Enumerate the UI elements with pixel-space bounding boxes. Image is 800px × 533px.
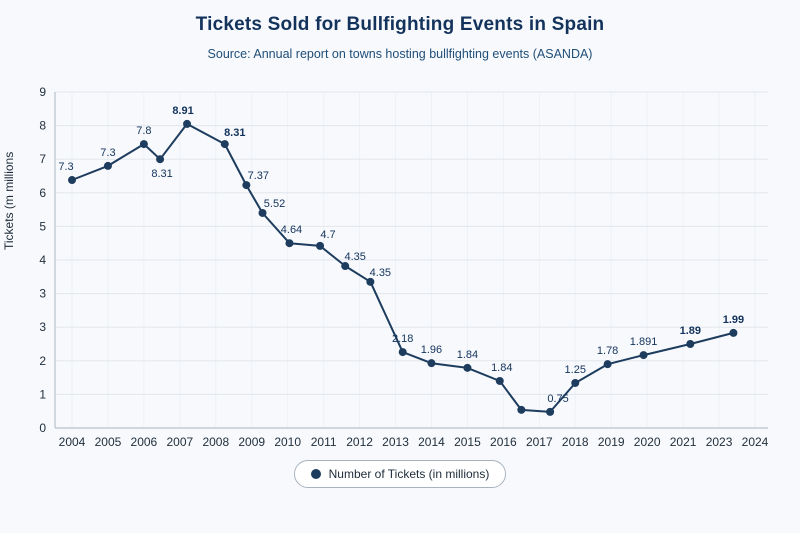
y-tick-label: 0: [39, 421, 46, 435]
data-point-label: 7.3: [58, 161, 73, 173]
data-point: [242, 181, 251, 190]
x-tick-label: 2016: [490, 435, 517, 449]
data-point-label: 8.31: [151, 168, 172, 180]
legend-label: Number of Tickets (in millions): [328, 467, 490, 481]
x-tick-label: 2011: [311, 435, 337, 449]
x-tick-label: 2021: [670, 435, 697, 449]
x-tick-label: 2013: [382, 435, 409, 449]
data-point: [139, 140, 148, 149]
y-tick-label: 3: [39, 320, 46, 334]
data-point-label: 7.3: [100, 147, 115, 159]
y-tick-label: 3: [39, 287, 46, 301]
data-point-label: 1.78: [597, 345, 618, 357]
y-tick-label: 6: [39, 186, 46, 200]
x-tick-label: 2024: [742, 435, 769, 449]
legend: Number of Tickets (in millions): [0, 460, 800, 488]
data-point-label: 0.75: [547, 393, 568, 405]
x-tick-label: 2009: [238, 435, 265, 449]
data-point: [729, 328, 738, 337]
series-line: [71, 122, 735, 413]
y-tick-label: 7: [39, 152, 46, 166]
legend-dot-icon: [310, 469, 321, 479]
x-tick-label: 2006: [131, 435, 158, 449]
data-point: [258, 208, 267, 217]
data-point-label: 1.84: [457, 349, 478, 361]
data-point-label: 4.64: [281, 224, 302, 236]
data-point: [398, 348, 407, 357]
x-tick-label: 2019: [598, 435, 625, 449]
data-point-label: 4.35: [370, 267, 391, 279]
y-tick-label: 1: [39, 387, 46, 401]
data-point-label: 2.18: [392, 333, 413, 345]
data-point-label: 4.7: [320, 229, 335, 241]
x-tick-label: 2018: [562, 435, 589, 449]
y-tick-label: 9: [39, 85, 46, 99]
data-point-label: 8.91: [172, 105, 193, 117]
x-tick-label: 2014: [418, 435, 445, 449]
x-tick-label: 2008: [202, 435, 229, 449]
data-point: [495, 376, 504, 385]
data-point: [341, 262, 350, 271]
data-point-label: 4.35: [344, 251, 365, 263]
y-tick-label: 2: [39, 354, 46, 368]
data-point-label: 1.99: [723, 314, 744, 326]
data-point-label: 1.96: [421, 344, 442, 356]
chart-subtitle: Source: Annual report on towns hosting b…: [207, 47, 593, 61]
line-chart: 0 1 2 3 3 4 5 6 7 8 9 2004 2005 2006 2007 2008 2009 2010 2…: [39, 85, 769, 449]
y-axis-title: Tickets (m millions: [2, 151, 16, 250]
data-point-label: 7.37: [248, 170, 269, 182]
data-point: [427, 359, 436, 368]
data-point: [220, 140, 229, 149]
x-tick-label: 2005: [95, 435, 122, 449]
y-tick-label: 4: [39, 253, 46, 267]
data-point: [366, 277, 375, 286]
x-tick-label: 2020: [634, 435, 661, 449]
data-point: [68, 176, 76, 185]
x-tick-label: 2017: [526, 435, 553, 449]
data-point: [316, 241, 325, 250]
x-tick-label: 2010: [274, 435, 301, 449]
y-tick-label: 5: [39, 219, 46, 233]
data-point: [103, 161, 112, 170]
data-point: [686, 340, 695, 348]
data-point: [639, 351, 648, 360]
data-point: [463, 363, 472, 372]
x-tick-label: 2015: [454, 435, 481, 449]
data-point-label: 1.25: [565, 364, 586, 376]
data-point-label: 1.891: [630, 336, 658, 348]
chart-area: 0 1 2 3 3 4 5 6 7 8 9 2004 2005 2006 2007 2008 2009 2010 2…: [0, 80, 800, 460]
y-tick-label: 8: [39, 119, 46, 133]
data-point-label: 5.52: [264, 198, 285, 210]
data-point: [546, 407, 555, 416]
data-point: [285, 239, 294, 248]
data-point-label: 8.31: [224, 127, 245, 139]
data-point-label: 1.89: [680, 325, 701, 337]
x-tick-label: 2007: [166, 435, 193, 449]
data-point: [517, 405, 526, 414]
x-tick-label: 2004: [59, 435, 86, 449]
x-tick-label: 2023: [706, 435, 733, 449]
data-point: [603, 360, 612, 369]
data-point-label: 1.84: [491, 362, 512, 374]
x-tick-label: 2012: [346, 435, 373, 449]
data-point: [156, 155, 165, 164]
legend-item-tickets: Number of Tickets (in millions): [293, 460, 507, 488]
data-point-label: 7.8: [136, 125, 151, 137]
data-point: [571, 378, 580, 387]
data-point: [183, 119, 192, 128]
chart-title: Tickets Sold for Bullfighting Events in …: [195, 14, 605, 35]
